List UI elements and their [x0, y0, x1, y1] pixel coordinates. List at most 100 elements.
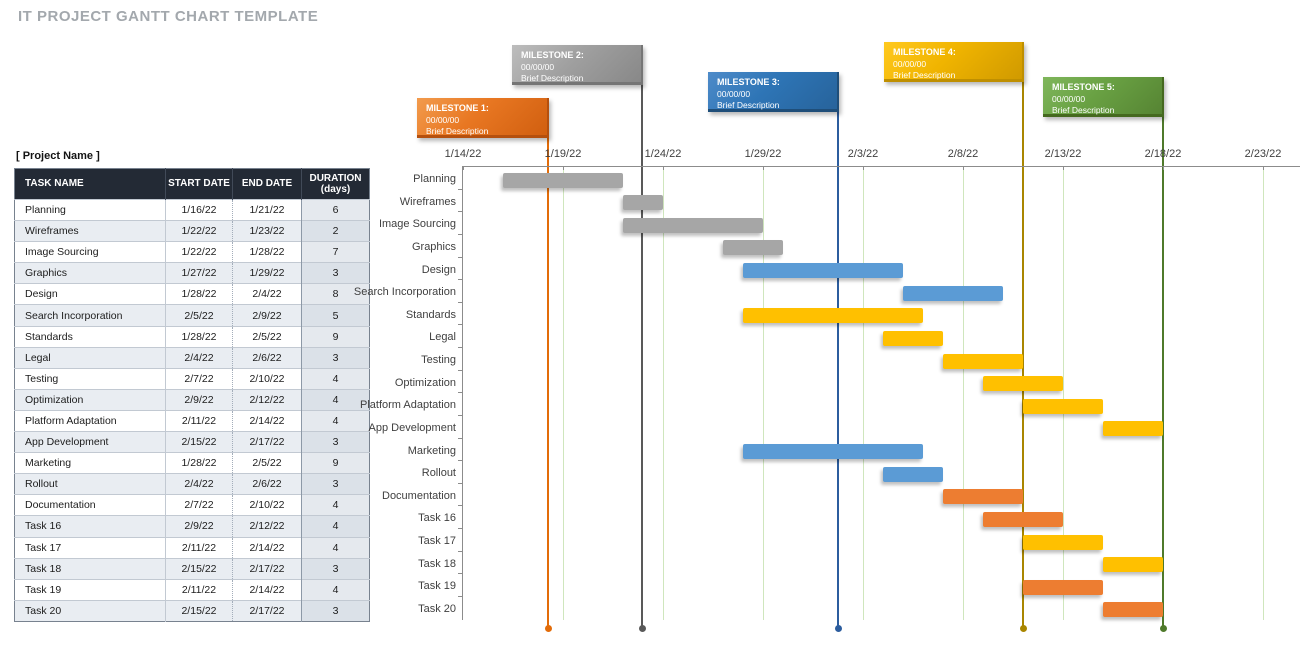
start-date-cell[interactable]: 1/22/22	[165, 241, 233, 263]
start-date-cell[interactable]: 2/15/22	[165, 431, 233, 453]
start-date-cell[interactable]: 2/9/22	[165, 388, 233, 411]
end-date-cell[interactable]: 2/12/22	[232, 388, 302, 411]
duration-cell[interactable]: 9	[301, 325, 370, 348]
row-tick-mark	[458, 414, 462, 416]
end-date-cell[interactable]: 1/21/22	[232, 198, 302, 221]
start-date-cell[interactable]: 2/11/22	[165, 409, 233, 432]
start-date-cell[interactable]: 2/11/22	[165, 578, 233, 601]
end-date-cell[interactable]: 2/5/22	[232, 325, 302, 348]
task-name-cell[interactable]: Task 16	[14, 515, 166, 537]
task-name-cell[interactable]: Search Incorporation	[14, 304, 166, 327]
milestone-box-2[interactable]: MILESTONE 2: 00/00/00 Brief Description	[512, 45, 643, 85]
task-name-cell[interactable]: Task 20	[14, 599, 166, 622]
duration-cell[interactable]: 3	[301, 262, 370, 284]
duration-cell[interactable]: 4	[301, 515, 370, 537]
milestone-box-5[interactable]: MILESTONE 5: 00/00/00 Brief Description	[1043, 77, 1164, 117]
end-date-cell[interactable]: 2/10/22	[232, 494, 302, 516]
duration-cell[interactable]: 7	[301, 241, 370, 263]
row-tick-mark	[458, 233, 462, 235]
start-date-cell[interactable]: 2/4/22	[165, 346, 233, 369]
duration-cell[interactable]: 4	[301, 536, 370, 559]
task-name-cell[interactable]: App Development	[14, 431, 166, 453]
duration-cell[interactable]: 6	[301, 198, 370, 221]
end-date-cell[interactable]: 2/14/22	[232, 536, 302, 559]
project-name-placeholder[interactable]: [ Project Name ]	[16, 150, 100, 162]
row-tick-mark	[458, 392, 462, 394]
end-date-cell[interactable]: 2/6/22	[232, 473, 302, 495]
start-date-cell[interactable]: 1/28/22	[165, 325, 233, 348]
gridline-2-23-22	[1263, 166, 1264, 620]
duration-cell[interactable]: 2	[301, 220, 370, 242]
end-date-cell[interactable]: 2/17/22	[232, 599, 302, 622]
end-date-cell[interactable]: 1/28/22	[232, 241, 302, 263]
end-date-cell[interactable]: 2/9/22	[232, 304, 302, 327]
start-date-cell[interactable]: 2/15/22	[165, 557, 233, 580]
end-date-cell[interactable]: 2/12/22	[232, 515, 302, 537]
task-name-cell[interactable]: Legal	[14, 346, 166, 369]
table-row-task-19: Task 19 2/11/22 2/14/22 4	[14, 578, 370, 601]
duration-cell[interactable]: 4	[301, 409, 370, 432]
task-name-cell[interactable]: Rollout	[14, 473, 166, 495]
task-name-cell[interactable]: Graphics	[14, 262, 166, 284]
task-name-cell[interactable]: Marketing	[14, 452, 166, 474]
task-name-cell[interactable]: Planning	[14, 198, 166, 221]
milestone-description: Brief Description	[1052, 104, 1115, 115]
start-date-cell[interactable]: 2/11/22	[165, 536, 233, 559]
start-date-cell[interactable]: 2/4/22	[165, 473, 233, 495]
end-date-cell[interactable]: 2/14/22	[232, 578, 302, 601]
task-name-cell[interactable]: Wireframes	[14, 220, 166, 242]
end-date-cell[interactable]: 1/23/22	[232, 220, 302, 242]
task-name-cell[interactable]: Documentation	[14, 494, 166, 516]
gantt-bar-design	[743, 263, 903, 279]
task-label-task-18: Task 18	[418, 557, 456, 570]
end-date-cell[interactable]: 2/6/22	[232, 346, 302, 369]
start-date-cell[interactable]: 2/5/22	[165, 304, 233, 327]
task-name-cell[interactable]: Optimization	[14, 388, 166, 411]
gantt-bar-search-incorporation	[903, 285, 1003, 301]
duration-cell[interactable]: 8	[301, 283, 370, 305]
task-name-cell[interactable]: Design	[14, 283, 166, 305]
row-tick-mark	[458, 460, 462, 462]
end-date-cell[interactable]: 2/4/22	[232, 283, 302, 305]
end-date-cell[interactable]: 2/10/22	[232, 367, 302, 390]
end-date-cell[interactable]: 2/5/22	[232, 452, 302, 474]
start-date-cell[interactable]: 1/22/22	[165, 220, 233, 242]
task-name-cell[interactable]: Standards	[14, 325, 166, 348]
start-date-cell[interactable]: 2/9/22	[165, 515, 233, 537]
end-date-cell[interactable]: 1/29/22	[232, 262, 302, 284]
start-date-cell[interactable]: 2/7/22	[165, 367, 233, 390]
end-date-cell[interactable]: 2/17/22	[232, 557, 302, 580]
start-date-cell[interactable]: 1/28/22	[165, 452, 233, 474]
start-date-cell[interactable]: 1/16/22	[165, 198, 233, 221]
milestone-box-3[interactable]: MILESTONE 3: 00/00/00 Brief Description	[708, 72, 839, 112]
milestone-dot-2	[639, 625, 646, 632]
duration-cell[interactable]: 3	[301, 557, 370, 580]
duration-cell[interactable]: 4	[301, 578, 370, 601]
task-name-cell[interactable]: Testing	[14, 367, 166, 390]
duration-cell[interactable]: 3	[301, 431, 370, 453]
duration-cell[interactable]: 3	[301, 473, 370, 495]
start-date-cell[interactable]: 2/15/22	[165, 599, 233, 622]
milestone-box-1[interactable]: MILESTONE 1: 00/00/00 Brief Description	[417, 98, 549, 138]
duration-cell[interactable]: 4	[301, 367, 370, 390]
duration-cell[interactable]: 9	[301, 452, 370, 474]
start-date-cell[interactable]: 1/27/22	[165, 262, 233, 284]
start-date-cell[interactable]: 1/28/22	[165, 283, 233, 305]
duration-cell[interactable]: 3	[301, 599, 370, 622]
task-name-cell[interactable]: Task 17	[14, 536, 166, 559]
task-name-cell[interactable]: Platform Adaptation	[14, 409, 166, 432]
duration-cell[interactable]: 4	[301, 388, 370, 411]
duration-cell[interactable]: 5	[301, 304, 370, 327]
task-name-cell[interactable]: Image Sourcing	[14, 241, 166, 263]
task-name-cell[interactable]: Task 19	[14, 578, 166, 601]
gantt-bar-graphics	[723, 240, 783, 256]
task-label-documentation: Documentation	[382, 489, 456, 502]
milestone-box-4[interactable]: MILESTONE 4: 00/00/00 Brief Description	[884, 42, 1024, 82]
task-name-cell[interactable]: Task 18	[14, 557, 166, 580]
duration-cell[interactable]: 4	[301, 494, 370, 516]
end-date-cell[interactable]: 2/14/22	[232, 409, 302, 432]
end-date-cell[interactable]: 2/17/22	[232, 431, 302, 453]
duration-cell[interactable]: 3	[301, 346, 370, 369]
start-date-cell[interactable]: 2/7/22	[165, 494, 233, 516]
